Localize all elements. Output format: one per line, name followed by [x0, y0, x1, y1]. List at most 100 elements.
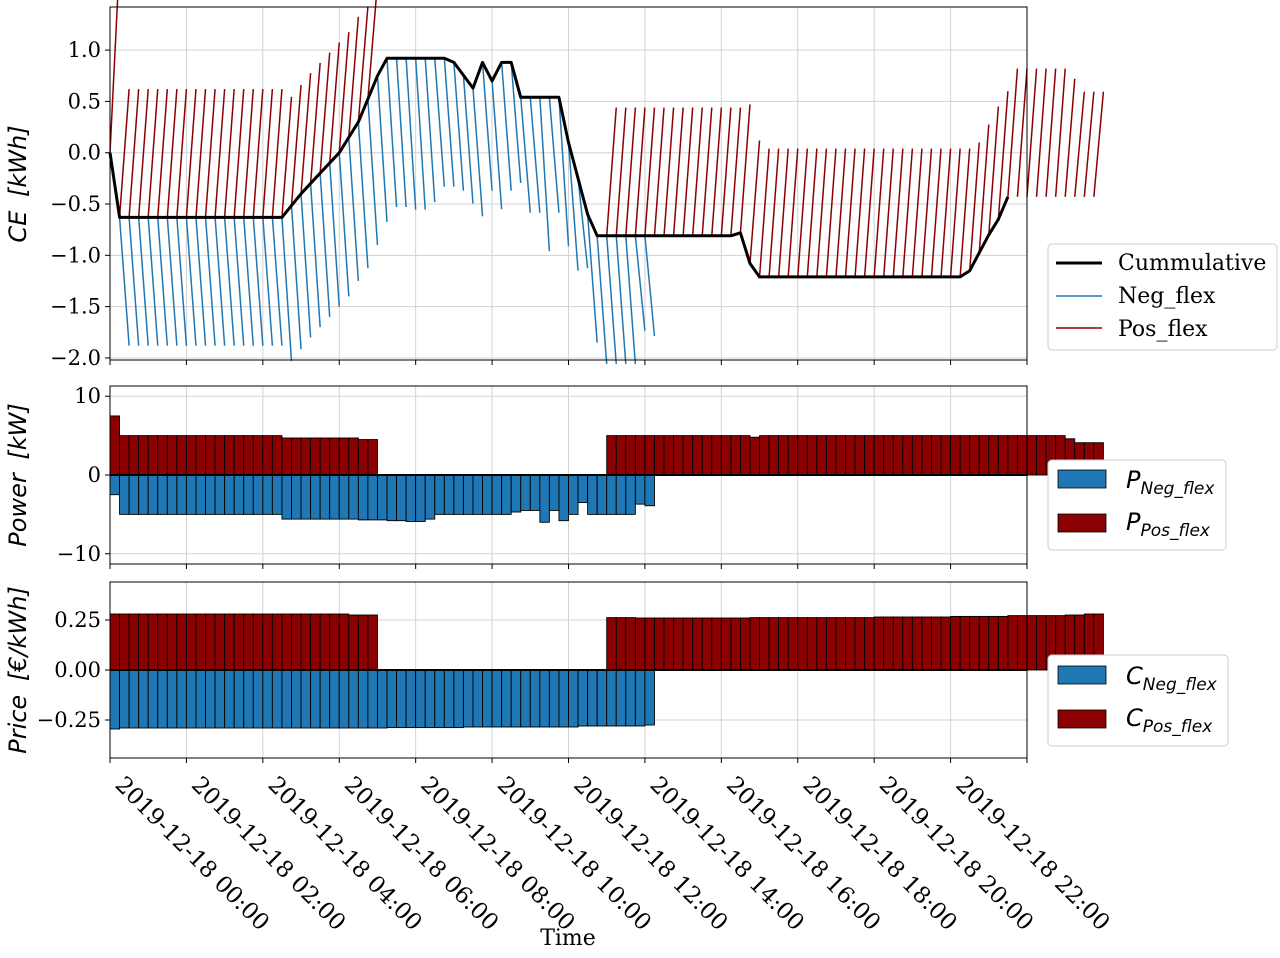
legend-c-pos-sub: Pos_flex — [1143, 717, 1213, 737]
pos-flex-line — [615, 107, 627, 236]
pos-bar — [950, 615, 961, 671]
pos-flex-line — [777, 148, 789, 277]
neg-flex-line — [577, 178, 589, 269]
neg-bar — [577, 474, 589, 504]
legend-label-c-neg: CNeg_flex — [1126, 662, 1218, 695]
pos-bar — [634, 435, 646, 476]
pos-flex-line — [806, 148, 818, 277]
pos-bar — [233, 613, 245, 671]
neg-bar — [138, 474, 149, 515]
pos-bar — [673, 435, 684, 476]
y-tick-label: 0.5 — [68, 89, 101, 113]
pos-bar — [271, 435, 283, 476]
pos-bar — [185, 435, 197, 476]
pos-flex-line — [691, 107, 703, 236]
pos-bar — [730, 617, 741, 671]
power-ylabel-unit: [kW] — [4, 403, 32, 459]
pos-flex-line — [997, 91, 1009, 220]
pos-flex-line — [672, 107, 684, 236]
neg-flex-line — [386, 58, 398, 208]
neg-flex-line — [185, 217, 197, 346]
neg-bar — [176, 669, 187, 729]
pos-bar — [816, 435, 827, 476]
pos-bar — [873, 616, 885, 671]
pos-flex-line — [682, 107, 694, 236]
pos-bar — [348, 437, 359, 476]
neg-bar — [453, 669, 464, 729]
pos-bar — [1036, 615, 1047, 671]
pos-bar — [233, 435, 245, 476]
neg-bar — [252, 669, 264, 729]
neg-bar — [310, 474, 321, 520]
pos-bar — [300, 613, 312, 671]
ce-grid — [109, 7, 1028, 360]
pos-bar — [787, 435, 799, 476]
pos-bar — [644, 435, 655, 476]
neg-flex-line — [262, 217, 274, 346]
neg-bar — [462, 474, 474, 515]
legend-p-pos-sub: Pos_flex — [1140, 521, 1210, 541]
legend-label-p-neg: PNeg_flex — [1126, 466, 1215, 499]
pos-bar — [806, 617, 818, 671]
neg-bar — [415, 669, 426, 729]
pos-bar — [959, 435, 971, 476]
pos-flex-line — [328, 42, 340, 164]
neg-bar — [606, 474, 617, 515]
pos-flex-line — [911, 148, 923, 277]
neg-flex-line — [510, 62, 522, 184]
neg-flex-line — [481, 62, 493, 191]
neg-flex-line — [462, 75, 474, 204]
neg-bar — [539, 669, 550, 728]
neg-bar — [357, 474, 369, 521]
pos-bar — [625, 435, 636, 476]
neg-flex-line — [539, 97, 551, 252]
neg-flex-line — [338, 152, 350, 297]
pos-flex-line — [300, 73, 312, 194]
pos-bar — [749, 617, 760, 671]
neg-flex-line — [157, 217, 169, 346]
pos-bar — [911, 616, 923, 671]
pos-bar — [950, 435, 961, 476]
pos-bar — [730, 435, 741, 476]
neg-bar — [233, 474, 245, 515]
y-tick-label: 0.25 — [54, 608, 101, 632]
neg-bar — [482, 669, 493, 728]
neg-bar — [529, 669, 541, 728]
pos-bar — [1007, 435, 1018, 476]
neg-bar — [138, 669, 149, 729]
neg-bar — [271, 474, 283, 515]
y-tick-label: 0.0 — [68, 141, 101, 165]
power-legend: PNeg_flex PPos_flex — [1047, 459, 1227, 551]
neg-bar — [491, 669, 503, 728]
pos-bar — [319, 437, 331, 476]
pos-bar — [835, 435, 846, 476]
neg-flex-line — [644, 235, 656, 336]
y-tick-label: 0.00 — [54, 658, 101, 682]
pos-flex-line — [1054, 68, 1066, 197]
pos-flex-line — [338, 32, 350, 153]
pos-flex-line — [711, 107, 723, 236]
neg-bar — [348, 669, 359, 729]
pos-bar — [205, 613, 216, 671]
pos-bar — [119, 613, 130, 671]
neg-bar — [644, 474, 655, 507]
pos-flex-line — [1007, 68, 1019, 197]
legend-label-p-pos: PPos_flex — [1126, 508, 1211, 541]
pos-flex-line — [625, 107, 637, 236]
power-panel: −10 0 10 Power [kW] — [4, 384, 1104, 569]
pos-bar — [166, 435, 178, 476]
neg-flex-line — [176, 217, 188, 346]
pos-flex-line — [978, 124, 990, 253]
pos-flex-line — [797, 148, 809, 277]
pos-bar — [252, 435, 264, 476]
pos-flex-line — [663, 107, 675, 236]
neg-bar — [386, 474, 398, 522]
y-tick-label: −10 — [57, 542, 101, 566]
neg-bar — [214, 669, 226, 729]
neg-bar — [443, 474, 455, 515]
pos-flex-line — [988, 106, 1000, 235]
neg-flex-line — [147, 217, 159, 346]
pos-flex-line — [653, 107, 665, 236]
pos-flex-line — [739, 104, 751, 233]
neg-flex-line — [434, 58, 446, 187]
